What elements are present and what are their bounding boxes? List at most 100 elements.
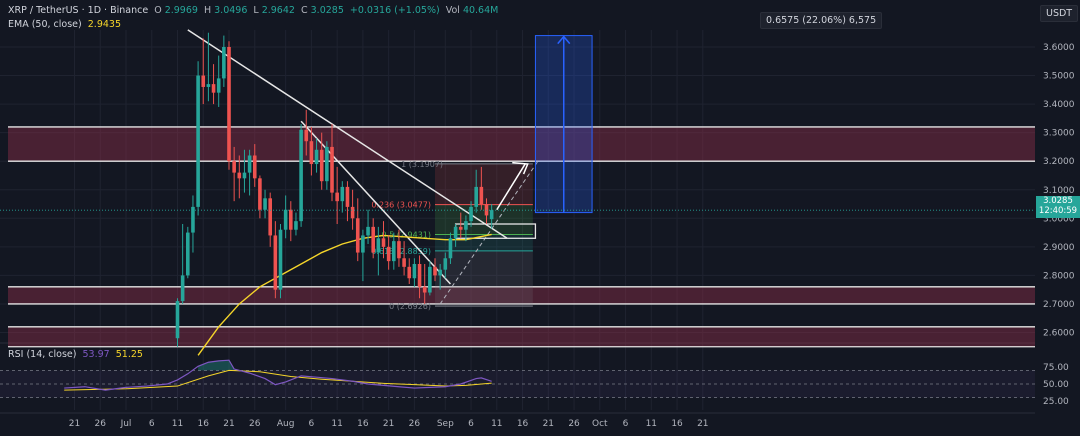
candle-body-42 [392, 241, 396, 262]
rsi-tick-label-2: 25.00 [1043, 397, 1069, 407]
currency-selector[interactable]: USDT [1040, 5, 1079, 22]
ema-label[interactable]: EMA (50, close) [8, 19, 82, 30]
rsi-tick-label-0: 75.00 [1043, 363, 1069, 373]
candle-body-58 [474, 186, 478, 207]
x-tick-label-0: 21 [69, 419, 80, 429]
candle-body-3 [191, 206, 195, 233]
y-tick-label-4: 3.0000 [1043, 214, 1075, 224]
high-value: 3.0496 [214, 5, 248, 16]
candle-body-61 [489, 210, 494, 220]
candle-body-51 [438, 269, 442, 276]
candle-body-41 [386, 246, 391, 262]
candle-body-36 [361, 235, 365, 253]
candle-body-9 [222, 47, 226, 79]
x-tick-label-20: Oct [592, 419, 608, 429]
y-tick-label-0: 2.6000 [1043, 329, 1075, 339]
candle-body-45 [407, 266, 412, 279]
candle-body-47 [417, 263, 422, 287]
candle-body-40 [381, 238, 386, 247]
candle-body-24 [299, 129, 303, 222]
candle-body-27 [314, 149, 319, 165]
fib-trend-dashed [439, 160, 539, 305]
candle-body-2 [186, 232, 190, 276]
candle-body-11 [232, 161, 236, 173]
candle-body-28 [319, 149, 324, 182]
symbol-label[interactable]: XRP / TetherUS · 1D · Binance [8, 5, 149, 16]
candle-body-43 [397, 241, 401, 259]
x-tick-label-14: Sep [437, 419, 454, 429]
y-tick-label-7: 3.3000 [1043, 129, 1075, 139]
candle-body-48 [422, 286, 427, 293]
x-tick-label-16: 11 [491, 419, 502, 429]
x-tick-label-2: Jul [120, 419, 132, 429]
candle-body-29 [325, 146, 329, 182]
x-tick-label-4: 11 [172, 419, 183, 429]
projection-arrow-shaft [496, 163, 526, 211]
x-tick-label-15: 6 [468, 419, 474, 429]
candle-body-50 [433, 266, 437, 276]
y-tick-label-2: 2.8000 [1043, 271, 1075, 281]
candle-body-14 [247, 155, 252, 173]
x-tick-label-10: 11 [331, 419, 342, 429]
candle-body-34 [350, 206, 355, 219]
close-value: 3.0285 [310, 5, 344, 16]
rsi-ma-value: 51.25 [115, 349, 143, 360]
candle-body-57 [469, 206, 473, 222]
projection-arrow-head [512, 161, 529, 175]
x-tick-label-19: 26 [568, 419, 580, 429]
last-price-value: 3.0285 [1043, 196, 1073, 206]
candle-body-59 [479, 186, 484, 205]
y-tick-label-5: 3.1000 [1043, 186, 1075, 196]
x-tick-label-3: 6 [149, 419, 155, 429]
candle-body-21 [283, 209, 288, 230]
resistance-zone-2 [8, 326, 1035, 347]
target-measure-label: 0.6575 (22.06%) 6,575 [760, 12, 883, 29]
candle-body-55 [458, 226, 463, 230]
candle-body-12 [237, 172, 242, 179]
countdown-value: 12:40:59 [1038, 206, 1078, 216]
fib-band-1 [435, 204, 533, 235]
x-tick-label-7: 26 [249, 419, 261, 429]
candle-body-32 [340, 186, 345, 202]
close-label: C [300, 5, 308, 16]
volume-label: Vol [445, 5, 460, 16]
x-tick-label-5: 16 [198, 419, 210, 429]
x-tick-label-6: 21 [223, 419, 234, 429]
rsi-label[interactable]: RSI (14, close) [8, 349, 77, 360]
candle-body-7 [211, 84, 216, 93]
resistance-zone-0 [8, 126, 1035, 162]
x-tick-label-21: 6 [623, 419, 629, 429]
candle-body-46 [412, 263, 417, 279]
candle-body-54 [453, 226, 458, 239]
candle-body-49 [428, 266, 432, 293]
change-value: +0.0316 (+1.05%) [349, 5, 440, 16]
candle-body-52 [443, 258, 448, 270]
rsi-line [64, 359, 492, 391]
last-price-tag: 3.0285 12:40:59 [1036, 196, 1080, 218]
candle-body-6 [206, 84, 211, 87]
x-tick-label-8: Aug [277, 419, 295, 429]
candle-body-20 [278, 229, 283, 290]
fib-band-3 [435, 250, 533, 307]
candle-body-39 [376, 238, 381, 253]
x-tick-label-23: 16 [671, 419, 683, 429]
open-value: 2.9969 [164, 5, 198, 16]
legend-rsi: RSI (14, close) 53.97 51.25 [8, 349, 146, 360]
candle-body-8 [216, 78, 221, 93]
candle-body-18 [268, 198, 272, 236]
candle-body-23 [294, 221, 298, 230]
rsi-value: 53.97 [82, 349, 110, 360]
y-tick-label-6: 3.2000 [1043, 157, 1075, 167]
y-tick-label-3: 2.9000 [1043, 243, 1075, 253]
candle-body-15 [252, 155, 257, 179]
x-tick-label-1: 26 [95, 419, 107, 429]
x-tick-label-18: 21 [543, 419, 554, 429]
low-label: L [253, 5, 259, 16]
candle-body-31 [335, 192, 339, 202]
candle-body-17 [263, 198, 267, 210]
candle-body-44 [402, 258, 406, 267]
y-tick-label-1: 2.7000 [1043, 300, 1075, 310]
rsi-ma-line [64, 369, 492, 391]
candle-body-16 [258, 178, 262, 210]
